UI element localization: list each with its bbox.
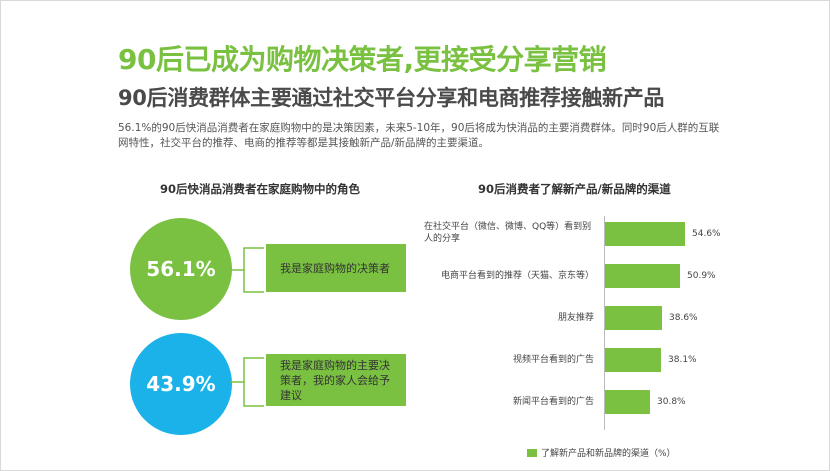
bar	[605, 222, 685, 246]
slide-description: 56.1%的90后快消品消费者在家庭购物中的是决策因素，未来5-10年，90后将…	[118, 122, 720, 149]
co-decision-label: 我是家庭购物的主要决策者，我的家人会给予建议	[280, 358, 390, 402]
bar-category-label: 朋友推荐	[557, 313, 594, 323]
callout-connector-1	[230, 247, 264, 293]
decision-maker-label: 我是家庭购物的决策者	[280, 261, 390, 275]
bar-category-label: 视频平台看到的广告	[512, 355, 594, 365]
co-decision-circle: 43.9%	[130, 333, 232, 435]
decision-maker-circle: 56.1%	[130, 218, 232, 320]
chart-legend: 了解新产品和新品牌的渠道（%）	[527, 446, 676, 459]
bar-value-label: 30.8%	[657, 397, 686, 407]
slide-subtitle: 90后消费群体主要通过社交平台分享和电商推荐接触新产品	[118, 86, 665, 110]
bar	[605, 306, 662, 330]
decision-maker-callout: 我是家庭购物的决策者	[266, 244, 406, 292]
bar-value-label: 54.6%	[692, 229, 721, 239]
legend-swatch	[527, 448, 537, 457]
decision-maker-percent: 56.1%	[146, 257, 216, 281]
chart-title: 90后消费者了解新产品/新品牌的渠道	[478, 182, 671, 196]
bar	[605, 390, 650, 414]
bar-value-label: 38.1%	[668, 355, 697, 365]
bar	[605, 348, 661, 372]
co-decision-callout: 我是家庭购物的主要决策者，我的家人会给予建议	[266, 354, 406, 406]
slide-title: 90后已成为购物决策者,更接受分享营销	[118, 43, 607, 76]
bar-value-label: 38.6%	[669, 313, 698, 323]
co-decision-percent: 43.9%	[146, 372, 216, 396]
bar-category-label: 电商平台看到的推荐（天猫、京东等）	[440, 271, 594, 281]
legend-label: 了解新产品和新品牌的渠道（%）	[541, 449, 676, 459]
bar-category-label: 在社交平台（微信、微博、QQ等）看到别人的分享	[424, 222, 592, 244]
bar	[605, 264, 680, 288]
callout-connector-2	[230, 357, 264, 407]
left-panel-title: 90后快消品消费者在家庭购物中的角色	[160, 182, 361, 196]
bar-value-label: 50.9%	[687, 271, 716, 281]
chart-axis	[604, 216, 605, 430]
bar-category-label: 新闻平台看到的广告	[512, 397, 594, 407]
